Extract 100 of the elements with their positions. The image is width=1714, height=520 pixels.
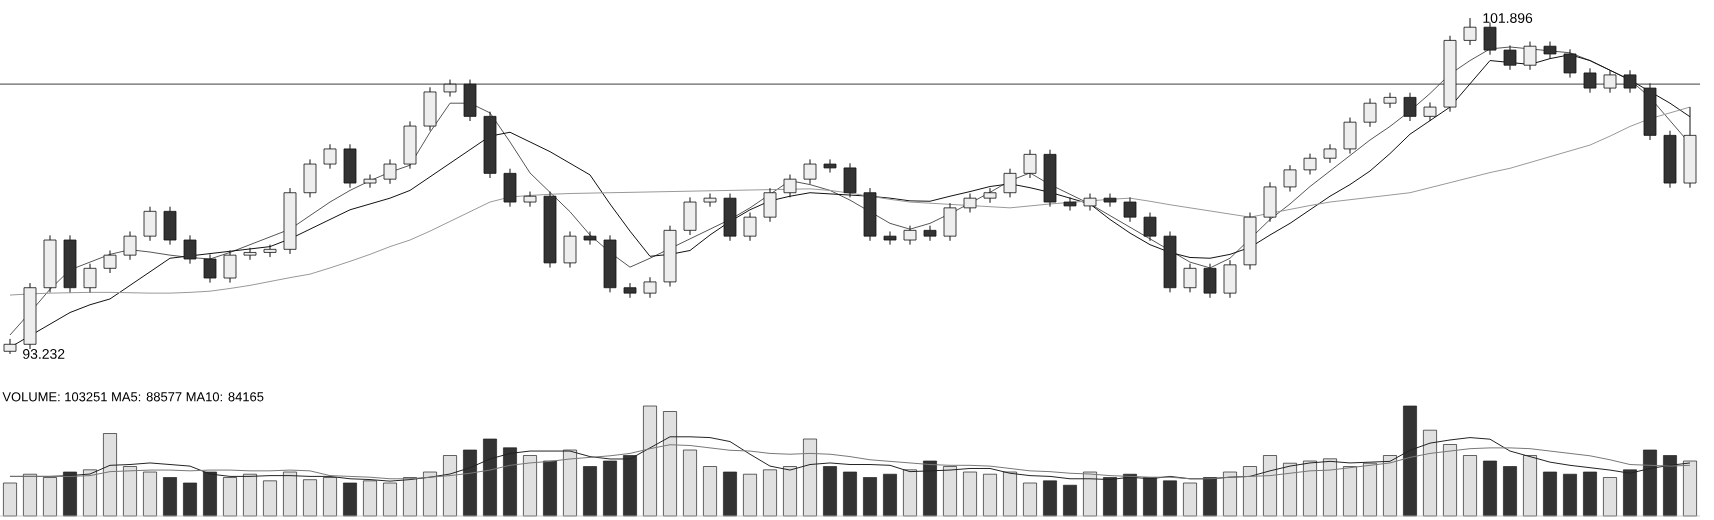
bar	[863, 477, 877, 517]
candlestick	[1003, 168, 1017, 198]
candlestick	[663, 225, 677, 288]
candlestick	[983, 187, 997, 204]
candlestick	[1083, 193, 1097, 212]
candlestick	[1363, 98, 1377, 128]
bar	[583, 466, 597, 517]
candlestick	[203, 253, 217, 284]
candlestick	[1103, 193, 1117, 208]
candlestick	[1623, 69, 1637, 94]
candlestick	[1323, 143, 1337, 164]
bar	[1503, 466, 1517, 517]
candlestick	[1343, 117, 1357, 155]
candlestick	[1463, 17, 1477, 46]
candlestick	[1163, 231, 1177, 293]
candlestick	[63, 234, 77, 293]
candlestick	[1423, 101, 1437, 122]
candlestick	[1483, 22, 1497, 56]
candlestick	[283, 187, 297, 255]
candlestick	[603, 234, 617, 293]
bar	[1463, 455, 1477, 517]
bar	[1063, 484, 1077, 517]
candlestick	[643, 276, 657, 299]
bar	[1223, 471, 1237, 517]
candlestick	[763, 187, 777, 223]
candlestick	[1123, 196, 1137, 223]
candlestick	[1583, 67, 1597, 94]
candlestick	[83, 263, 97, 293]
candlestick	[1403, 92, 1417, 122]
bar	[183, 482, 197, 517]
candlestick	[323, 143, 337, 170]
candlestick	[803, 158, 817, 185]
candlestick	[223, 250, 237, 284]
bar	[3, 482, 17, 517]
candlestick	[1203, 263, 1217, 299]
candlestick	[1263, 181, 1277, 223]
candlestick	[123, 231, 137, 261]
candlestick	[1603, 69, 1617, 94]
candlestick	[1663, 130, 1677, 189]
candlestick	[423, 86, 437, 132]
candlestick	[1643, 82, 1657, 141]
bar	[143, 471, 157, 517]
bar	[683, 449, 697, 517]
candlestick	[1183, 263, 1197, 293]
candlestick	[1023, 149, 1037, 179]
bar	[1203, 477, 1217, 517]
candlestick	[563, 231, 577, 269]
candlestick	[583, 231, 597, 246]
candlestick	[883, 231, 897, 246]
bar	[883, 473, 897, 517]
candlestick	[1223, 259, 1237, 299]
candlestick	[483, 111, 497, 179]
candlestick	[863, 187, 877, 242]
candlestick	[403, 120, 417, 170]
bar	[543, 460, 557, 517]
candlestick	[1303, 153, 1317, 176]
candlestick	[703, 193, 717, 208]
bar	[1023, 482, 1037, 517]
candlestick	[1243, 212, 1257, 270]
candlestick	[963, 193, 977, 214]
candlestick	[1143, 212, 1157, 242]
candlestick	[743, 212, 757, 242]
candlestick	[923, 225, 937, 242]
candlestick	[523, 191, 537, 208]
candlestick	[1043, 149, 1057, 208]
candlestick	[503, 168, 517, 208]
candlestick	[243, 247, 257, 261]
candlestick	[683, 196, 697, 236]
candlestick	[943, 202, 957, 242]
candlestick	[343, 143, 357, 189]
candlestick	[363, 174, 377, 189]
bar	[703, 466, 717, 517]
bar	[1603, 477, 1617, 517]
candlestick	[163, 206, 177, 246]
bar	[23, 473, 37, 517]
candlestick	[183, 234, 197, 265]
candlestick	[1383, 92, 1397, 109]
candlestick	[903, 225, 917, 246]
bar	[723, 471, 737, 517]
candlestick	[543, 191, 557, 269]
bar	[1483, 460, 1497, 517]
candlestick	[143, 206, 157, 242]
candlestick	[823, 158, 837, 174]
candlestick	[783, 174, 797, 198]
candlestick	[263, 244, 277, 258]
bar	[1183, 482, 1197, 517]
candlestick	[463, 79, 477, 122]
candlestick	[843, 162, 857, 198]
candlestick	[443, 79, 457, 98]
candlestick	[43, 234, 57, 293]
candlestick	[383, 158, 397, 185]
bar	[1543, 471, 1557, 517]
candlestick	[1063, 196, 1077, 212]
candlestick	[303, 158, 317, 198]
candlestick	[623, 282, 637, 299]
bar	[743, 473, 757, 517]
bar	[1563, 473, 1577, 517]
bar	[163, 477, 177, 517]
bar	[843, 471, 857, 517]
candlestick	[1283, 164, 1297, 193]
